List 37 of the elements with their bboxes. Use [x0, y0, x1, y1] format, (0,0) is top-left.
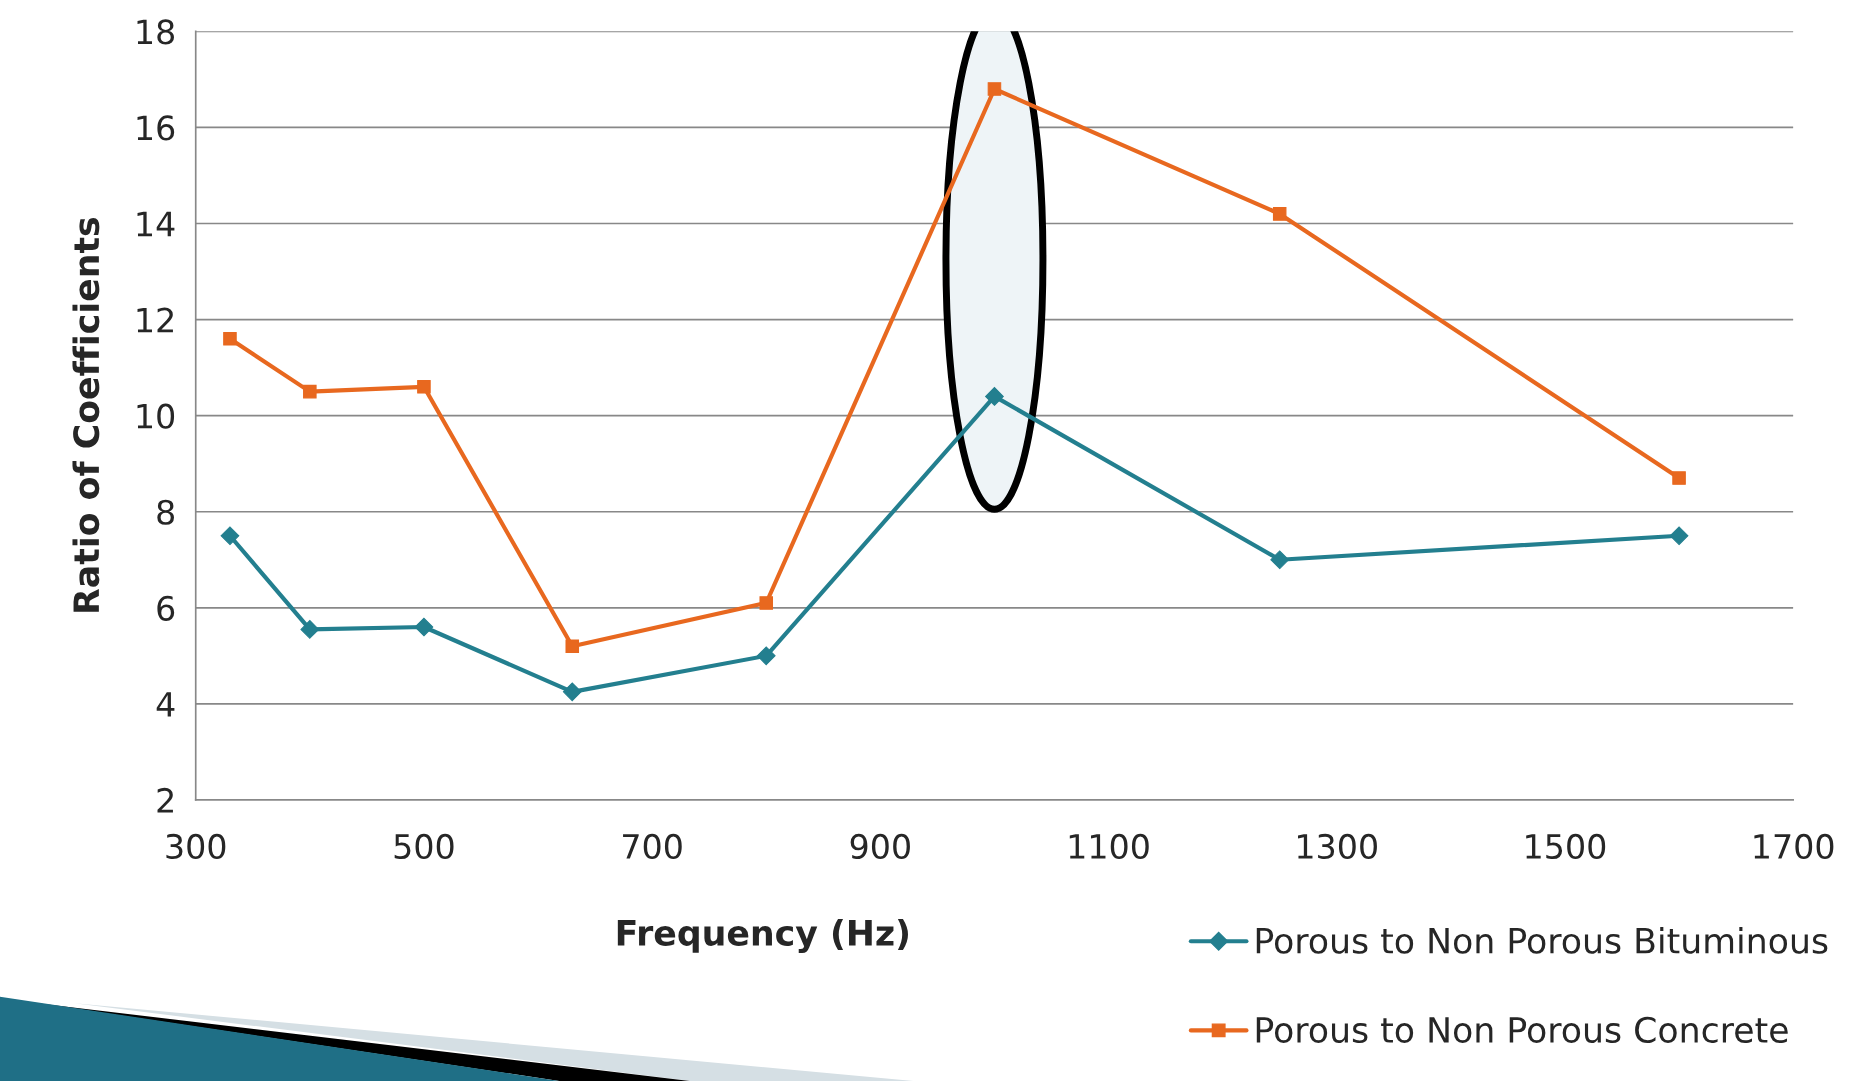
- point: [1672, 471, 1686, 485]
- y-tick-label: 14: [137, 211, 175, 237]
- x-tick-label: 300: [166, 833, 226, 860]
- point: [303, 384, 317, 399]
- point: [223, 332, 237, 346]
- y-tick-label: 2: [157, 787, 173, 813]
- point: [759, 596, 774, 610]
- x-axis-title: Frequency (Hz): [617, 919, 908, 953]
- x-tick-label: 1700: [1754, 833, 1834, 860]
- point: [987, 82, 1002, 96]
- x-tick-label: 1300: [1298, 833, 1377, 860]
- point: [1270, 550, 1290, 570]
- point: [417, 380, 431, 394]
- x-tick-label: 1100: [1069, 833, 1149, 860]
- point: [300, 620, 320, 639]
- y-axis-title: Ratio of Coefficients: [72, 217, 100, 612]
- y-tick-label: 12: [137, 307, 173, 333]
- legend-label: Porous to Non Porous Bituminous: [1256, 926, 1828, 954]
- point: [414, 617, 434, 637]
- point: [562, 682, 582, 702]
- x-tick-label: 500: [394, 833, 454, 860]
- point: [1272, 207, 1287, 221]
- x-tick-label: 900: [850, 833, 910, 860]
- y-tick-label: 18: [137, 19, 174, 45]
- x-tick-label: 1500: [1526, 833, 1606, 860]
- point: [1669, 526, 1689, 546]
- point: [756, 646, 776, 666]
- y-tick-label: 8: [157, 499, 174, 525]
- y-tick-label: 16: [137, 115, 175, 141]
- point: [220, 526, 240, 546]
- x-tick-label: 700: [623, 833, 682, 860]
- legend-label: Porous to Non Porous Concrete: [1256, 1016, 1788, 1044]
- point: [565, 639, 580, 653]
- point: [985, 387, 1004, 406]
- y-tick-label: 10: [137, 403, 175, 429]
- y-tick-label: 6: [157, 595, 175, 621]
- y-tick-label: 4: [156, 692, 175, 717]
